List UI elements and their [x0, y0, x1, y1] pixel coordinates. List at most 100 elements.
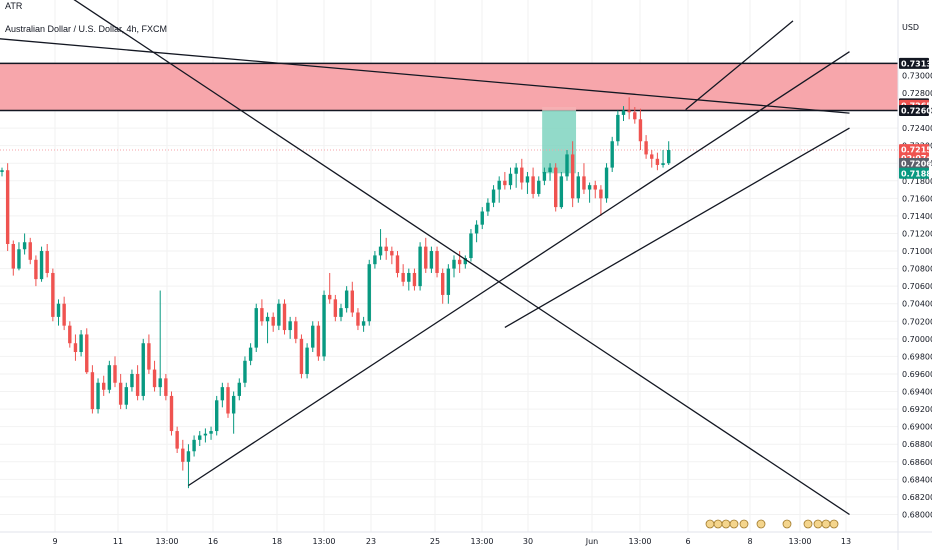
candle-up: [322, 294, 326, 357]
y-tick-label: 0.70000: [902, 335, 932, 344]
position-layer: [0, 106, 898, 174]
economic-event-icon[interactable]: [782, 519, 792, 529]
candle-down: [633, 112, 637, 120]
candle-down: [271, 316, 275, 326]
economic-event-icon[interactable]: [739, 519, 749, 529]
candle-up: [220, 387, 225, 401]
candle-up: [407, 272, 411, 282]
candle-down: [175, 431, 179, 449]
candle-up: [305, 347, 309, 374]
indicator-label: ATR: [5, 1, 23, 11]
candle-up: [565, 154, 569, 177]
candle-up: [621, 110, 626, 115]
economic-event-icon[interactable]: [821, 519, 831, 529]
price-badge-label: 0.72066: [901, 160, 932, 169]
y-tick-label: 0.68600: [902, 458, 932, 467]
trend-line-layer: [0, 0, 850, 516]
candle-down: [424, 246, 428, 269]
candle-up: [610, 141, 614, 168]
x-tick-label: 23: [366, 537, 376, 546]
candle-up: [231, 395, 236, 414]
candle-down: [152, 369, 157, 388]
candle-up: [186, 451, 191, 462]
x-tick-label: 13:00: [628, 537, 651, 546]
economic-event-icon[interactable]: [705, 519, 715, 529]
economic-event-icon[interactable]: [829, 519, 839, 529]
economic-event-icon[interactable]: [813, 519, 823, 529]
candle-up: [429, 251, 434, 269]
zone-layer: [0, 62, 898, 112]
candle-up: [17, 249, 21, 269]
candle-up: [446, 268, 451, 295]
candle-up: [378, 246, 383, 256]
candle-up: [537, 180, 541, 194]
candle-down: [113, 365, 117, 383]
candle-up: [124, 387, 128, 405]
candle-up: [480, 211, 484, 225]
price-badge: [899, 167, 929, 179]
candle-down: [435, 251, 439, 273]
candle-down: [11, 243, 15, 269]
price-badge: [899, 144, 929, 156]
x-tick-label: 16: [208, 537, 218, 546]
candle-up: [254, 308, 258, 348]
symbol-title: Australian Dollar / U.S. Dollar, 4h, FXC…: [5, 24, 167, 34]
candle-up: [542, 171, 547, 181]
candle-down: [554, 167, 558, 208]
x-tick-label: 8: [747, 537, 752, 546]
candle-down: [570, 154, 575, 199]
y-tick-label: 0.71000: [902, 247, 932, 256]
candle-down: [350, 290, 354, 313]
economic-event-icon[interactable]: [721, 519, 731, 529]
economic-events[interactable]: [705, 519, 839, 529]
candle-up: [367, 264, 371, 322]
candle-up: [474, 224, 479, 234]
candle-down: [226, 387, 230, 414]
candle-down: [520, 167, 524, 183]
candle-up: [265, 316, 270, 322]
candle-down: [582, 176, 586, 190]
economic-event-icon[interactable]: [729, 519, 739, 529]
descending-line: [73, 0, 850, 516]
candle-down: [395, 255, 400, 273]
candle-up: [56, 303, 61, 317]
price-badge-label: 0.71885: [901, 169, 932, 178]
candle-down: [333, 299, 338, 317]
y-tick-label: 0.71200: [902, 229, 932, 238]
candle-up: [497, 180, 501, 190]
x-tick-label: 13:00: [155, 537, 178, 546]
y-tick-label: 0.68400: [902, 475, 932, 484]
economic-event-icon[interactable]: [756, 519, 766, 529]
candle-down: [593, 185, 597, 190]
zone-top-line: [0, 38, 850, 114]
candle-up: [486, 202, 490, 212]
candle-up: [243, 360, 247, 383]
candle-down: [299, 338, 304, 374]
y-axis-unit: USD: [902, 23, 919, 32]
candle-down: [384, 246, 388, 252]
candle-down: [412, 272, 417, 287]
y-tick-label: 0.69400: [902, 388, 932, 397]
candle-down: [62, 303, 66, 326]
price-badge-label: 0.72154: [901, 146, 932, 155]
y-tick-label: 0.71800: [902, 177, 932, 186]
candle-down: [164, 378, 168, 396]
y-tick-label: 0.69600: [902, 370, 932, 379]
candle-up: [311, 325, 315, 348]
candle-down: [51, 272, 55, 317]
economic-event-icon[interactable]: [713, 519, 723, 529]
candle-up: [237, 382, 241, 396]
position-stop-area: [542, 106, 577, 111]
candle-down: [260, 308, 264, 322]
candle-down: [34, 259, 38, 280]
candle-up: [587, 185, 592, 190]
y-tick-label: 0.68200: [902, 493, 932, 502]
economic-event-icon[interactable]: [803, 519, 813, 529]
candle-down: [401, 272, 405, 282]
x-tick-label: 18: [272, 537, 282, 546]
candle-down: [282, 303, 287, 331]
candle-down: [531, 176, 535, 194]
candle-up: [469, 233, 473, 259]
